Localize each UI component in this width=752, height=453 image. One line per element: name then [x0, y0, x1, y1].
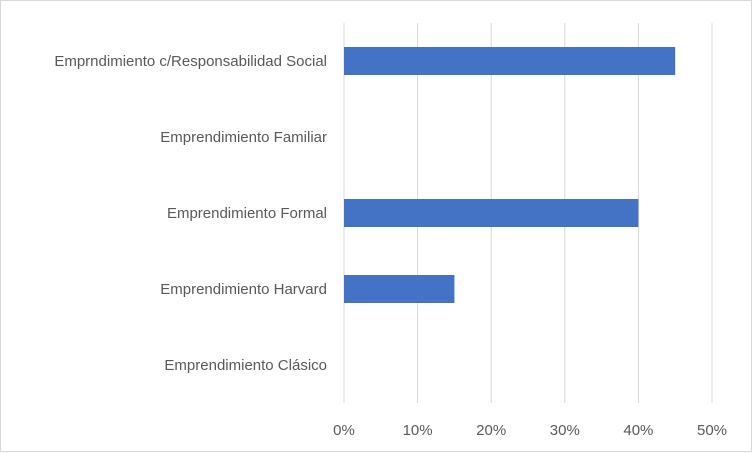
- category-label: Emprendimiento Formal: [167, 205, 327, 222]
- x-tick-label: 20%: [476, 422, 506, 439]
- x-tick-label: 50%: [697, 422, 727, 439]
- category-label: Emprendimiento Familiar: [160, 129, 327, 146]
- bars: [344, 47, 676, 303]
- x-tick-label: 0%: [333, 422, 355, 439]
- bar: [344, 47, 676, 75]
- category-label: Emprendimiento Harvard: [160, 281, 327, 298]
- x-tick-label: 10%: [403, 422, 433, 439]
- x-tick-label: 30%: [550, 422, 580, 439]
- x-tick-label: 40%: [623, 422, 653, 439]
- category-label: Emprendimiento Clásico: [164, 357, 327, 374]
- category-labels: Emprndimiento c/Responsabilidad Social Em…: [54, 53, 327, 374]
- category-label: Emprndimiento c/Responsabilidad Social: [54, 53, 327, 70]
- bar: [344, 199, 639, 227]
- x-axis-tick-labels: 0% 10% 20% 30% 40% 50%: [333, 422, 727, 439]
- bar: [344, 275, 455, 303]
